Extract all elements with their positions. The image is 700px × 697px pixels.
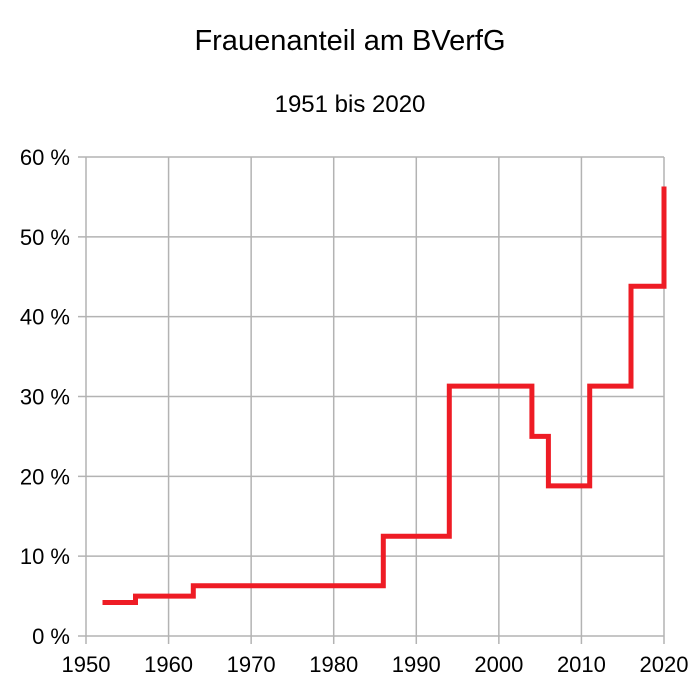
x-tick-label: 2010 (557, 652, 606, 677)
y-tick-label: 20 % (20, 464, 70, 489)
chart-title: Frauenanteil am BVerfG (194, 25, 505, 57)
y-tick-label: 10 % (20, 544, 70, 569)
x-tick-label: 2020 (640, 652, 689, 677)
y-tick-label: 30 % (20, 385, 70, 410)
x-tick-label: 1970 (227, 652, 276, 677)
y-tick-label: 40 % (20, 305, 70, 330)
chart-subtitle: 1951 bis 2020 (275, 91, 426, 118)
series-line (102, 186, 667, 605)
y-tick-label: 60 % (20, 145, 70, 170)
tick-labels: 0 % 10 % 20 % 30 % 40 % 50 % 60 % 1950 1960 1970 1… (20, 145, 689, 677)
x-tick-label: 1950 (62, 652, 111, 677)
x-tick-label: 1990 (392, 652, 441, 677)
x-tick-label: 1980 (309, 652, 358, 677)
x-tick-label: 1960 (144, 652, 193, 677)
y-tick-label: 50 % (20, 225, 70, 250)
grid (78, 156, 665, 644)
x-tick-label: 2000 (474, 652, 523, 677)
series-layer (102, 186, 667, 605)
y-tick-label: 0 % (32, 624, 70, 649)
